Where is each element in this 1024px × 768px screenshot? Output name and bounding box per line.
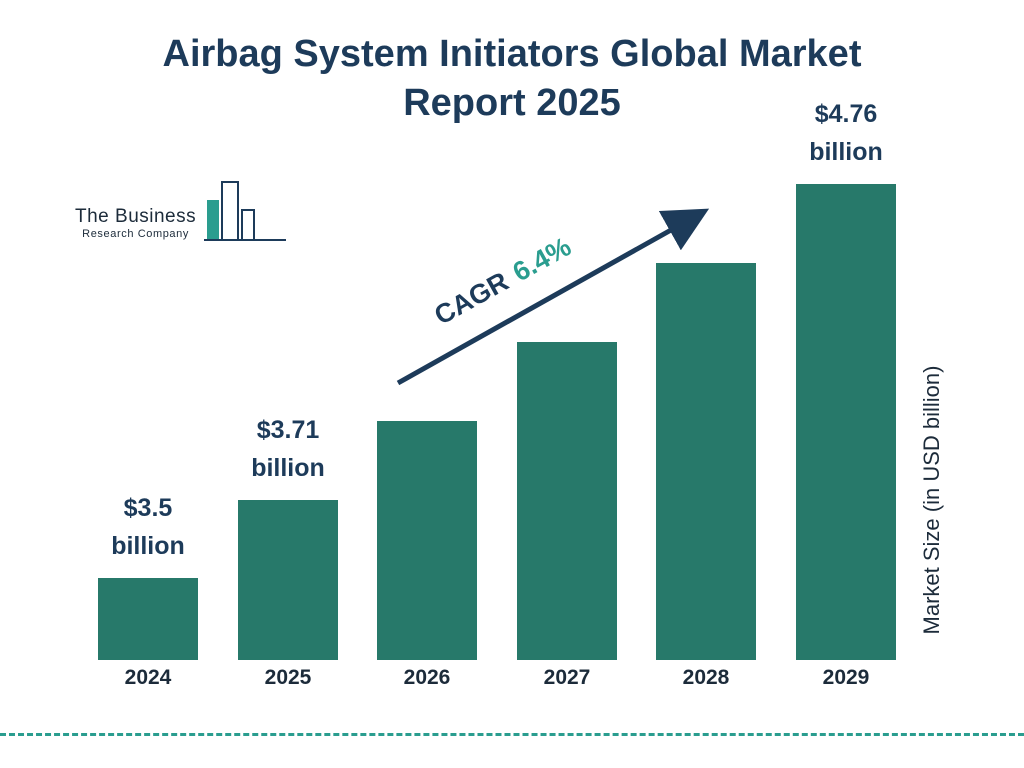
x-tick-2028: 2028 bbox=[682, 666, 730, 689]
bar-value-label-2024: $3.5 billion bbox=[111, 493, 185, 561]
x-tick-2029: 2029 bbox=[822, 666, 870, 689]
bar-2025 bbox=[238, 500, 338, 660]
logo-line1: The Business bbox=[75, 206, 197, 227]
bar-value-label-2025: $3.71 billion bbox=[251, 415, 325, 483]
x-tick-2027: 2027 bbox=[543, 666, 591, 689]
bar-2029 bbox=[796, 184, 896, 660]
bar-2027 bbox=[517, 342, 617, 660]
bar-value-label-2029: $4.76 billion bbox=[809, 99, 883, 167]
logo-text: The Business Research Company bbox=[75, 206, 196, 242]
x-tick-2025: 2025 bbox=[264, 666, 312, 689]
bar-2028 bbox=[656, 263, 756, 660]
x-tick-2024: 2024 bbox=[124, 666, 172, 689]
chart-title: Airbag System Initiators Global Market R… bbox=[162, 33, 862, 124]
logo: The Business Research Company bbox=[75, 180, 288, 242]
x-tick-2026: 2026 bbox=[403, 666, 451, 689]
logo-bars-icon bbox=[204, 181, 287, 241]
logo-line2: Research Company bbox=[82, 228, 189, 240]
bottom-dashed-line bbox=[0, 733, 1024, 736]
bar-2026 bbox=[377, 421, 477, 660]
bar-2024 bbox=[98, 578, 198, 660]
y-axis-label: Market Size (in USD billion) bbox=[919, 365, 944, 635]
